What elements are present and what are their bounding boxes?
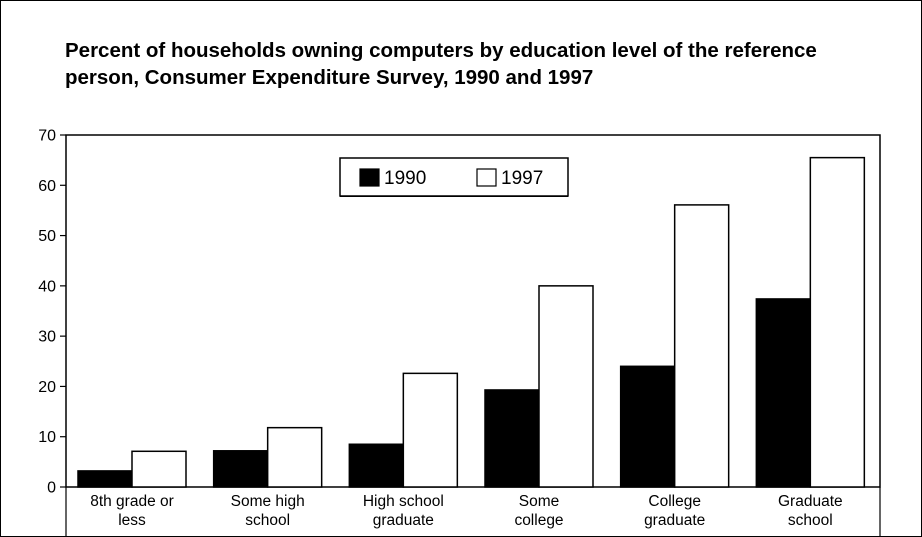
y-tick-label: 0 xyxy=(47,480,56,497)
y-axis: 0 10 20 30 40 50 60 70 xyxy=(38,128,881,537)
bar-1997-3 xyxy=(538,285,594,488)
legend-swatch-1990 xyxy=(359,168,380,187)
bar-1997-2 xyxy=(402,372,459,488)
x-tick-label: Some xyxy=(519,493,560,510)
x-tick-label: graduate xyxy=(373,512,434,529)
bar-1997-0 xyxy=(131,450,187,488)
y-tick-label: 50 xyxy=(38,228,56,245)
x-tick-label: 8th grade or xyxy=(90,493,174,510)
x-tick-label: Graduate xyxy=(778,493,843,510)
bar-1990-1 xyxy=(212,450,269,488)
x-tick-label: High school xyxy=(363,493,444,510)
legend-swatch-1997 xyxy=(476,168,497,187)
x-tick-label: school xyxy=(245,512,290,529)
legend-shadow xyxy=(340,196,568,197)
bar-1997-1 xyxy=(266,426,323,488)
y-tick-label: 60 xyxy=(38,178,56,195)
x-tick-label: College xyxy=(648,493,701,510)
x-tick-label: graduate xyxy=(644,512,705,529)
bars xyxy=(77,156,866,488)
x-tick-label: less xyxy=(118,512,146,529)
y-tick-label: 70 xyxy=(38,128,56,145)
bar-1997-4 xyxy=(673,204,730,488)
x-tick-label: Some high xyxy=(231,493,305,510)
bar-1990-3 xyxy=(484,389,540,488)
y-tick-label: 40 xyxy=(38,278,56,295)
bar-1990-2 xyxy=(348,443,405,488)
bar-1990-0 xyxy=(77,470,133,488)
x-axis-labels: 8th grade or less Some high school High scho… xyxy=(90,493,842,529)
x-tick-label: school xyxy=(788,512,833,529)
bar-1997-5 xyxy=(809,156,866,488)
x-tick-label: college xyxy=(514,512,563,529)
bar-1990-5 xyxy=(755,298,812,488)
legend: 1990 1997 xyxy=(339,157,569,197)
bar-1990-4 xyxy=(619,365,676,488)
y-tick-label: 30 xyxy=(38,329,56,346)
plot-area-border xyxy=(65,134,881,488)
legend-label: 1997 xyxy=(501,168,543,189)
y-tick-label: 10 xyxy=(38,429,56,446)
y-tick-label: 20 xyxy=(38,379,56,396)
legend-label: 1990 xyxy=(384,168,426,189)
chart-title: Percent of households owning computers b… xyxy=(65,39,817,89)
